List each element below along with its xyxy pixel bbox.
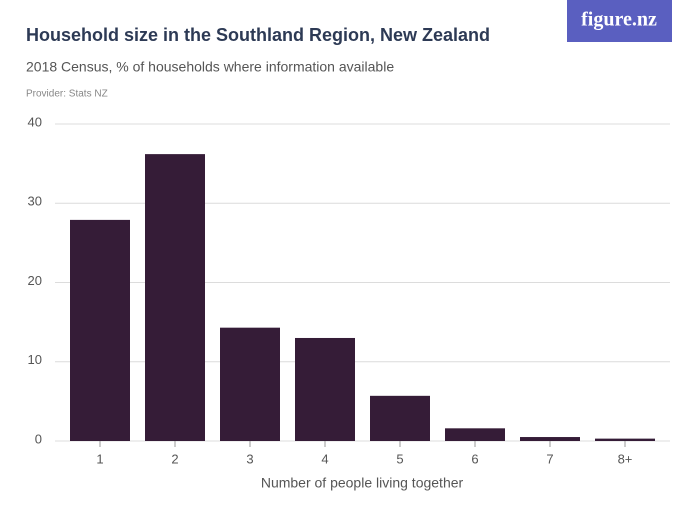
x-tick-label: 5	[396, 451, 403, 466]
y-tick-label: 30	[28, 194, 42, 209]
x-tick-label: 7	[546, 451, 553, 466]
x-tick-label: 4	[321, 451, 328, 466]
y-tick-label: 10	[28, 352, 42, 367]
x-tick-label: 6	[471, 451, 478, 466]
bar	[595, 438, 655, 441]
bar	[370, 395, 430, 441]
logo-box	[567, 0, 672, 42]
y-tick-label: 20	[28, 273, 42, 288]
chart-title: Household size in the Southland Region, …	[26, 25, 490, 45]
bar	[295, 337, 355, 441]
x-tick-label: 1	[96, 451, 103, 466]
x-tick-label: 2	[171, 451, 178, 466]
x-tick-label: 3	[246, 451, 253, 466]
subtitle: 2018 Census, % of households where infor…	[26, 59, 394, 75]
bar	[445, 428, 505, 441]
y-tick-label: 40	[28, 114, 42, 129]
x-tick-label: 8+	[618, 451, 633, 466]
y-tick-label: 0	[35, 431, 42, 446]
bar	[145, 154, 205, 442]
x-axis-title: Number of people living together	[261, 475, 464, 491]
provider: Provider: Stats NZ	[26, 89, 108, 100]
logo: figure.nz	[581, 9, 657, 31]
bar	[220, 327, 280, 441]
bar	[70, 219, 130, 441]
bar	[520, 437, 580, 441]
